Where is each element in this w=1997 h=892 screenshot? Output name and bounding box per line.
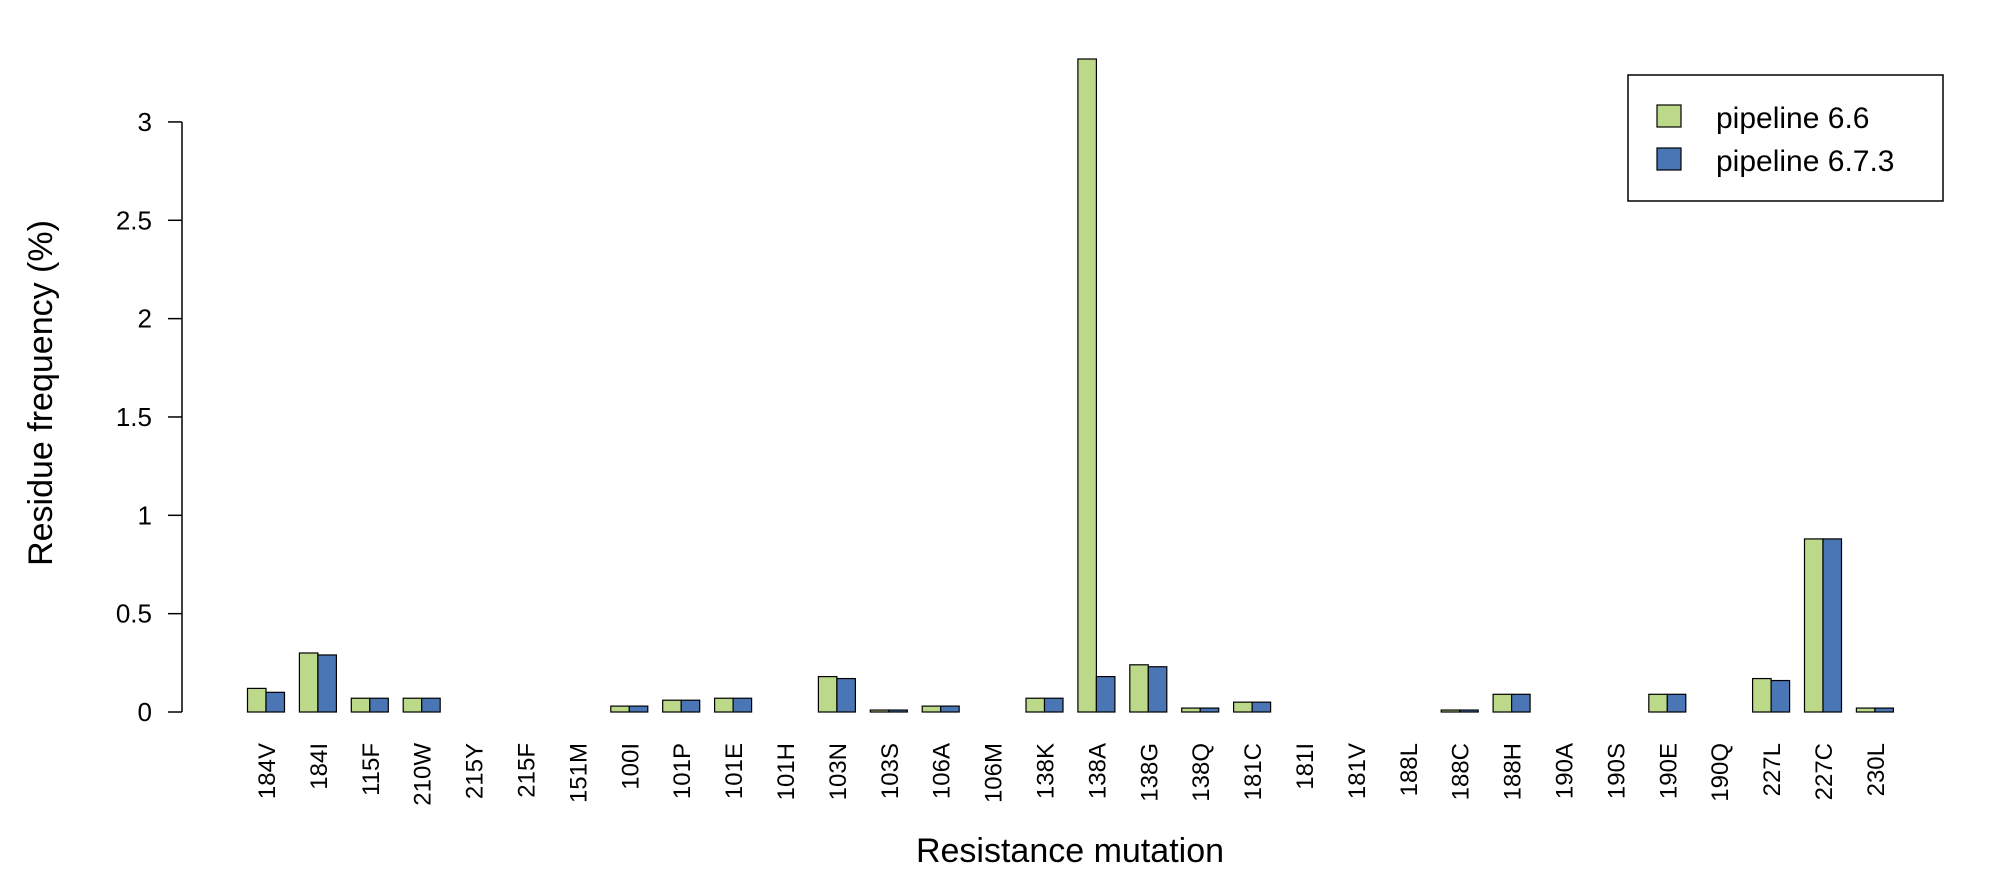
- bar-210W-series-2: [421, 697, 441, 713]
- bar-188C-series-2: [1459, 709, 1479, 713]
- bar-230L-series-1: [1855, 707, 1876, 713]
- bar-103N-series-1: [817, 675, 838, 713]
- x-tick-label: 215F: [514, 743, 541, 798]
- bar-138K-series-1: [1025, 697, 1046, 713]
- x-tick-label: 227C: [1811, 743, 1838, 800]
- bar-210W-series-1: [402, 697, 423, 713]
- bar-138A-series-2: [1095, 675, 1116, 713]
- y-tick-label: 1: [138, 500, 152, 530]
- x-axis-label: Resistance mutation: [916, 832, 1224, 870]
- y-tick-label: 3: [138, 107, 152, 137]
- x-tick-label: 115F: [358, 743, 385, 796]
- bar-103S-series-1: [869, 709, 890, 713]
- x-tick-label: 101E: [721, 743, 748, 799]
- x-tick-label: 103N: [825, 743, 852, 800]
- bar-138G-series-1: [1129, 664, 1149, 713]
- x-tick-label: 190E: [1655, 743, 1682, 799]
- bar-100I-series-1: [610, 705, 630, 713]
- x-tick-label: 188L: [1396, 743, 1423, 796]
- bar-115F-series-2: [369, 697, 389, 713]
- x-tick-label: 100I: [617, 743, 644, 790]
- bar-188H-series-1: [1492, 693, 1513, 713]
- bar-184I-series-2: [317, 654, 337, 713]
- bar-138G-series-2: [1147, 666, 1168, 713]
- bar-181C-series-2: [1251, 701, 1272, 713]
- y-tick-label: 2.5: [116, 205, 152, 235]
- bar-190E-series-1: [1648, 693, 1668, 713]
- bar-138Q-series-1: [1181, 707, 1201, 713]
- x-tick-label: 210W: [410, 743, 437, 806]
- bar-101P-series-2: [680, 699, 701, 713]
- x-tick-label: 184I: [306, 743, 333, 790]
- bar-184V-series-2: [265, 691, 286, 713]
- bar-103S-series-2: [888, 709, 908, 713]
- y-axis-label: Residue frequency (%): [22, 220, 60, 566]
- bar-100I-series-2: [628, 705, 649, 713]
- bar-227L-series-2: [1770, 679, 1791, 713]
- x-tick-label: 138Q: [1188, 743, 1215, 802]
- bar-227C-series-1: [1803, 538, 1824, 713]
- bar-227L-series-1: [1751, 677, 1772, 713]
- bar-106A-series-1: [921, 705, 942, 713]
- bar-184V-series-1: [246, 687, 267, 713]
- y-tick-label: 0.5: [116, 599, 152, 629]
- x-tick-label: 188H: [1500, 743, 1527, 800]
- bar-181C-series-1: [1232, 701, 1253, 713]
- bar-188H-series-2: [1510, 693, 1531, 713]
- bar-138A-series-1: [1077, 58, 1098, 713]
- x-tick-label: 227L: [1759, 743, 1786, 796]
- x-tick-label: 184V: [254, 743, 281, 799]
- x-tick-label: 101H: [773, 743, 800, 800]
- x-tick-label: 138K: [1033, 743, 1060, 799]
- legend-label-pipeline-6-7-3: pipeline 6.7.3: [1716, 145, 1894, 178]
- bars-layer: [246, 58, 1895, 713]
- x-tick-label: 138G: [1136, 743, 1163, 802]
- x-tick-label: 181I: [1292, 743, 1319, 790]
- x-tick-label: 103S: [877, 743, 904, 799]
- x-tick-label: 181C: [1240, 743, 1267, 800]
- x-tick-label: 138A: [1084, 743, 1111, 799]
- x-tick-labels: 184V 184I 115F 210W 215Y 215F 151M 100I 101P 101E…: [254, 743, 1890, 806]
- y-tick-label: 0: [138, 697, 152, 727]
- x-tick-label: 215Y: [462, 743, 489, 799]
- x-tick-label: 101P: [669, 743, 696, 799]
- bar-188C-series-1: [1440, 709, 1461, 713]
- x-tick-label: 106A: [929, 743, 956, 799]
- bar-115F-series-1: [350, 697, 371, 713]
- x-tick-label: 230L: [1863, 743, 1890, 796]
- legend-box: [1627, 74, 1944, 202]
- legend-swatch-pipeline-6-7-3: [1656, 147, 1682, 171]
- x-tick-label: 190S: [1603, 743, 1630, 799]
- bar-227C-series-2: [1822, 538, 1843, 713]
- bar-184I-series-1: [298, 652, 319, 713]
- legend-label-pipeline-6-6: pipeline 6.6: [1716, 102, 1869, 135]
- y-tick-label: 1.5: [116, 402, 152, 432]
- y-axis: 0 0.5 1 1.5 2 2.5 3: [116, 107, 183, 727]
- bar-101P-series-1: [662, 699, 682, 713]
- bar-101E-series-2: [732, 697, 753, 713]
- bar-106A-series-2: [940, 705, 960, 713]
- bar-230L-series-2: [1874, 707, 1895, 713]
- x-tick-label: 190Q: [1707, 743, 1734, 802]
- x-tick-label: 190A: [1552, 743, 1579, 799]
- x-tick-label: 188C: [1448, 743, 1475, 800]
- bar-103N-series-2: [836, 677, 857, 713]
- legend: pipeline 6.6 pipeline 6.7.3: [1627, 74, 1944, 202]
- bar-190E-series-2: [1666, 693, 1687, 713]
- x-tick-label: 151M: [565, 743, 592, 803]
- bar-101E-series-1: [713, 697, 734, 713]
- bar-138K-series-2: [1043, 697, 1064, 713]
- x-tick-label: 181V: [1344, 743, 1371, 799]
- bar-138Q-series-2: [1199, 707, 1220, 713]
- x-tick-label: 106M: [981, 743, 1008, 803]
- legend-swatch-pipeline-6-6: [1656, 104, 1682, 128]
- y-tick-label: 2: [138, 304, 152, 334]
